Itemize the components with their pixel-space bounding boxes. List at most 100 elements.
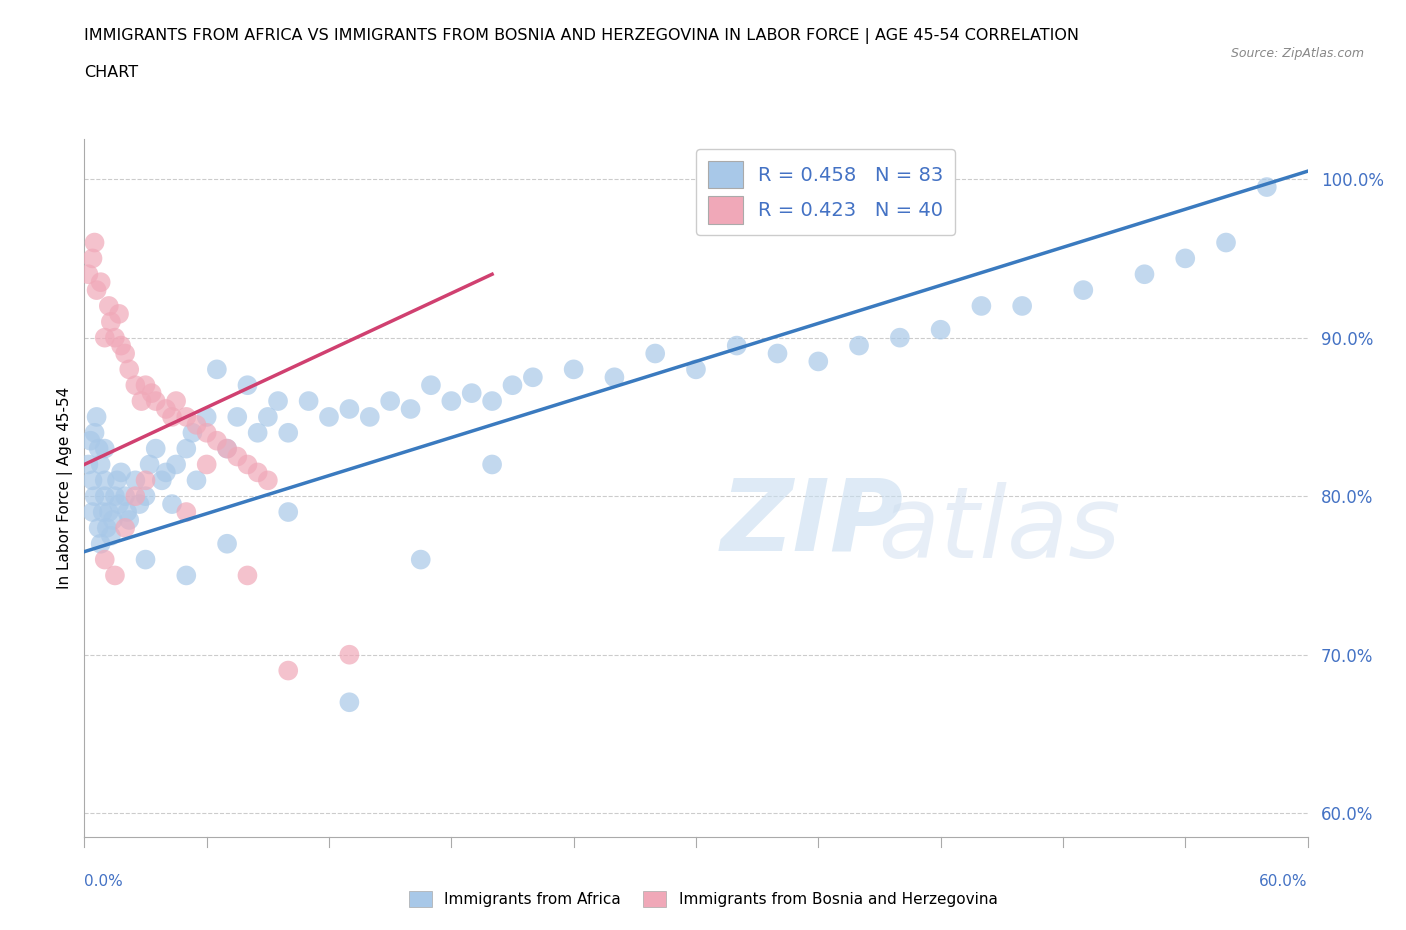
Point [82,505,104,520]
Point [90,457,112,472]
Point [481,457,503,472]
Point [155,465,177,480]
Point [501,378,523,392]
Point [124,472,146,487]
Point [807,354,830,369]
Point [205,433,228,448]
Point [110,465,132,480]
Point [115,505,138,520]
Point [339,402,360,417]
Point [217,537,239,551]
Text: CHART: CHART [84,65,138,80]
Point [165,457,187,472]
Point [399,402,422,417]
Point [298,393,321,408]
Point [889,330,911,345]
Point [160,409,183,424]
Point [267,393,290,408]
Point [93,552,115,567]
Point [277,425,299,440]
Point [380,393,402,408]
Point [77,267,100,282]
Point [226,449,249,464]
Point [339,695,360,710]
Y-axis label: In Labor Force | Age 45-54: In Labor Force | Age 45-54 [58,387,73,590]
Point [420,378,443,392]
Legend: Immigrants from Africa, Immigrants from Bosnia and Herzegovina: Immigrants from Africa, Immigrants from … [402,884,1004,913]
Point [1256,179,1278,194]
Point [155,402,177,417]
Point [359,409,381,424]
Point [246,425,269,440]
Point [145,441,167,456]
Point [970,299,993,313]
Point [90,274,112,289]
Point [195,457,218,472]
Point [97,299,120,313]
Text: Source: ZipAtlas.com: Source: ZipAtlas.com [1230,46,1364,60]
Point [186,418,208,432]
Point [603,370,626,385]
Point [174,441,197,456]
Point [217,441,239,456]
Point [131,393,153,408]
Text: 0.0%: 0.0% [84,874,124,889]
Point [135,472,157,487]
Point [246,465,269,480]
Text: atlas: atlas [720,482,1121,578]
Point [236,568,259,583]
Point [236,457,259,472]
Point [118,512,141,527]
Point [87,521,110,536]
Point [141,386,163,401]
Point [644,346,666,361]
Point [481,393,503,408]
Text: ZIP: ZIP [720,474,904,572]
Point [138,457,160,472]
Text: 60.0%: 60.0% [1260,874,1308,889]
Point [257,409,280,424]
Point [181,425,204,440]
Point [93,441,115,456]
Point [135,552,157,567]
Point [145,393,167,408]
Point [83,235,105,250]
Point [93,472,115,487]
Point [97,505,120,520]
Point [90,537,112,551]
Point [440,393,463,408]
Point [1215,235,1237,250]
Point [86,409,108,424]
Point [929,323,952,338]
Point [1174,251,1197,266]
Point [1071,283,1094,298]
Point [91,505,114,520]
Point [83,489,105,504]
Point [339,647,360,662]
Point [174,505,197,520]
Point [725,339,748,353]
Point [108,497,131,512]
Point [461,386,484,401]
Point [174,409,197,424]
Point [128,497,150,512]
Point [409,552,432,567]
Point [186,472,208,487]
Point [522,370,544,385]
Point [114,346,136,361]
Point [82,251,104,266]
Point [93,489,115,504]
Point [165,393,187,408]
Point [100,314,122,329]
Point [118,362,141,377]
Point [101,512,124,527]
Point [104,489,127,504]
Point [86,283,108,298]
Point [318,409,340,424]
Point [205,362,228,377]
Point [277,663,299,678]
Point [108,306,131,321]
Point [110,339,132,353]
Point [277,505,299,520]
Point [83,425,105,440]
